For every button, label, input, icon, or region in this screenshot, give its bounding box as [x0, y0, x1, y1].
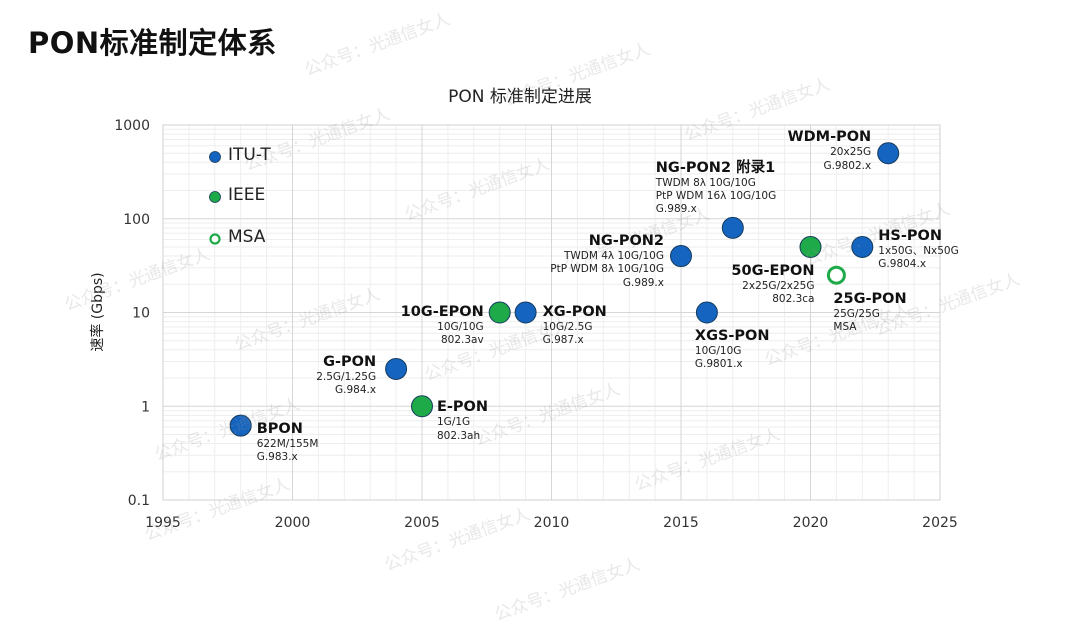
- y-tick-label: 1: [141, 399, 150, 415]
- point-label-detail: PtP WDM 8λ 10G/10G: [550, 263, 664, 276]
- legend-marker-itu-t: [209, 151, 221, 163]
- point-label: 25G-PON 25G/25G MSA: [833, 291, 906, 335]
- point-label-detail: G.983.x: [256, 450, 298, 463]
- point-label: HS-PON 1x50G、Nx50G G.9804.x: [878, 228, 958, 272]
- data-point-10g-epon: [488, 301, 511, 324]
- point-label: 50G-EPON 2x25G/2x25G 802.3ca: [731, 263, 814, 307]
- point-label-title: 50G-EPON: [731, 262, 815, 279]
- point-label-detail: TWDM 8λ 10G/10G: [655, 176, 756, 189]
- legend-marker-ieee: [209, 191, 221, 203]
- legend-item-msa: MSA: [228, 227, 266, 247]
- point-label: BPON 622M/155M G.983.x: [257, 421, 319, 465]
- point-label-detail: G.987.x: [542, 333, 584, 346]
- data-point-25g-pon: [826, 265, 846, 285]
- point-label-title: BPON: [256, 420, 303, 437]
- chart-title: PON 标准制定进展: [448, 87, 592, 107]
- point-label-detail: TWDM 4λ 10G/10G: [563, 250, 664, 263]
- point-label-detail: 10G/2.5G: [542, 320, 593, 333]
- point-label-title: 10G-EPON: [400, 303, 484, 320]
- point-label-title: E-PON: [437, 399, 489, 416]
- x-tick-label: 2015: [663, 515, 699, 531]
- point-label-detail: 802.3av: [440, 333, 484, 346]
- data-point-ng-pon2: [670, 245, 692, 268]
- point-label-detail: 802.3ca: [772, 293, 815, 306]
- point-label-detail: G.989.x: [655, 203, 697, 216]
- data-point-xgs-pon: [695, 301, 718, 324]
- point-label: XGS-PON 10G/10G G.9801.x: [695, 328, 770, 372]
- x-tick-label: 2005: [404, 515, 440, 531]
- point-label-detail: G.9801.x: [694, 357, 743, 370]
- point-label-title: 25G-PON: [833, 291, 907, 308]
- point-label-title: NG-PON2 附录1: [655, 159, 776, 176]
- x-tick-label: 2000: [275, 515, 311, 531]
- point-label-detail: 1x50G、Nx50G: [878, 244, 959, 257]
- data-point-ng-pon2-1: [721, 216, 744, 239]
- point-label-title: WDM-PON: [787, 129, 872, 146]
- data-point-50g-epon: [799, 235, 822, 258]
- data-point-wdm-pon: [877, 142, 900, 165]
- point-label-detail: 802.3ah: [437, 429, 481, 442]
- point-label: E-PON 1G/1G 802.3ah: [437, 399, 488, 443]
- page-title: PON标准制定体系: [28, 26, 277, 60]
- data-point-hs-pon: [851, 235, 874, 258]
- point-label-detail: 2x25G/2x25G: [742, 279, 815, 292]
- point-label-detail: G.984.x: [335, 384, 377, 397]
- x-tick-label: 2010: [534, 515, 570, 531]
- y-tick-label: 100: [123, 212, 150, 228]
- point-label-title: XGS-PON: [694, 327, 770, 344]
- point-label-detail: 10G/10G: [437, 320, 484, 333]
- point-label-detail: 622M/155M: [256, 437, 319, 450]
- point-label-title: HS-PON: [878, 227, 942, 244]
- legend-item-ieee: IEEE: [228, 185, 266, 205]
- point-label-detail: G.9804.x: [878, 258, 927, 271]
- point-label-title: XG-PON: [542, 303, 607, 320]
- data-point-e-pon: [411, 395, 433, 418]
- point-label-detail: G.9802.x: [823, 159, 872, 172]
- point-label-detail: G.989.x: [622, 276, 664, 289]
- y-tick-label: 10: [132, 306, 150, 322]
- data-point-bpon: [229, 414, 252, 437]
- x-tick-label: 1995: [145, 515, 181, 531]
- point-label: XG-PON 10G/2.5G G.987.x: [543, 304, 607, 348]
- y-tick-label: 1000: [114, 118, 150, 134]
- data-point-g-pon: [385, 357, 408, 380]
- point-label-detail: PtP WDM 16λ 10G/10G: [655, 190, 777, 203]
- x-tick-label: 2020: [793, 515, 829, 531]
- point-label-detail: 10G/10G: [694, 344, 742, 357]
- point-label: G-PON 2.5G/1.25G G.984.x: [316, 354, 376, 398]
- scatter-plot: 1995 2000 2005 2010 2015 2020 2025 0.1 1 10 100 100…: [114, 118, 958, 531]
- legend-marker-msa: [209, 233, 221, 245]
- point-label-title: G-PON: [323, 353, 377, 370]
- legend-item-itu-t: ITU-T: [228, 145, 271, 165]
- point-label-detail: 20x25G: [830, 146, 872, 159]
- point-label: NG-PON2 附录1 TWDM 8λ 10G/10G PtP WDM 16λ 10…: [656, 160, 776, 217]
- point-label: WDM-PON 20x25G G.9802.x: [788, 129, 872, 173]
- point-label: NG-PON2 TWDM 4λ 10G/10G PtP WDM 8λ 10G/10G…: [550, 233, 664, 290]
- y-tick-label: 0.1: [128, 493, 150, 509]
- point-label-detail: 2.5G/1.25G: [316, 370, 377, 383]
- point-label-title: NG-PON2: [588, 233, 664, 250]
- point-label-detail: 25G/25G: [833, 308, 880, 321]
- data-point-xg-pon: [514, 301, 537, 324]
- plot-border: [162, 124, 941, 501]
- point-label-detail: 1G/1G: [437, 416, 471, 429]
- point-label-detail: MSA: [833, 321, 857, 334]
- point-label: 10G-EPON 10G/10G 802.3av: [401, 304, 484, 348]
- x-tick-label: 2025: [922, 515, 958, 531]
